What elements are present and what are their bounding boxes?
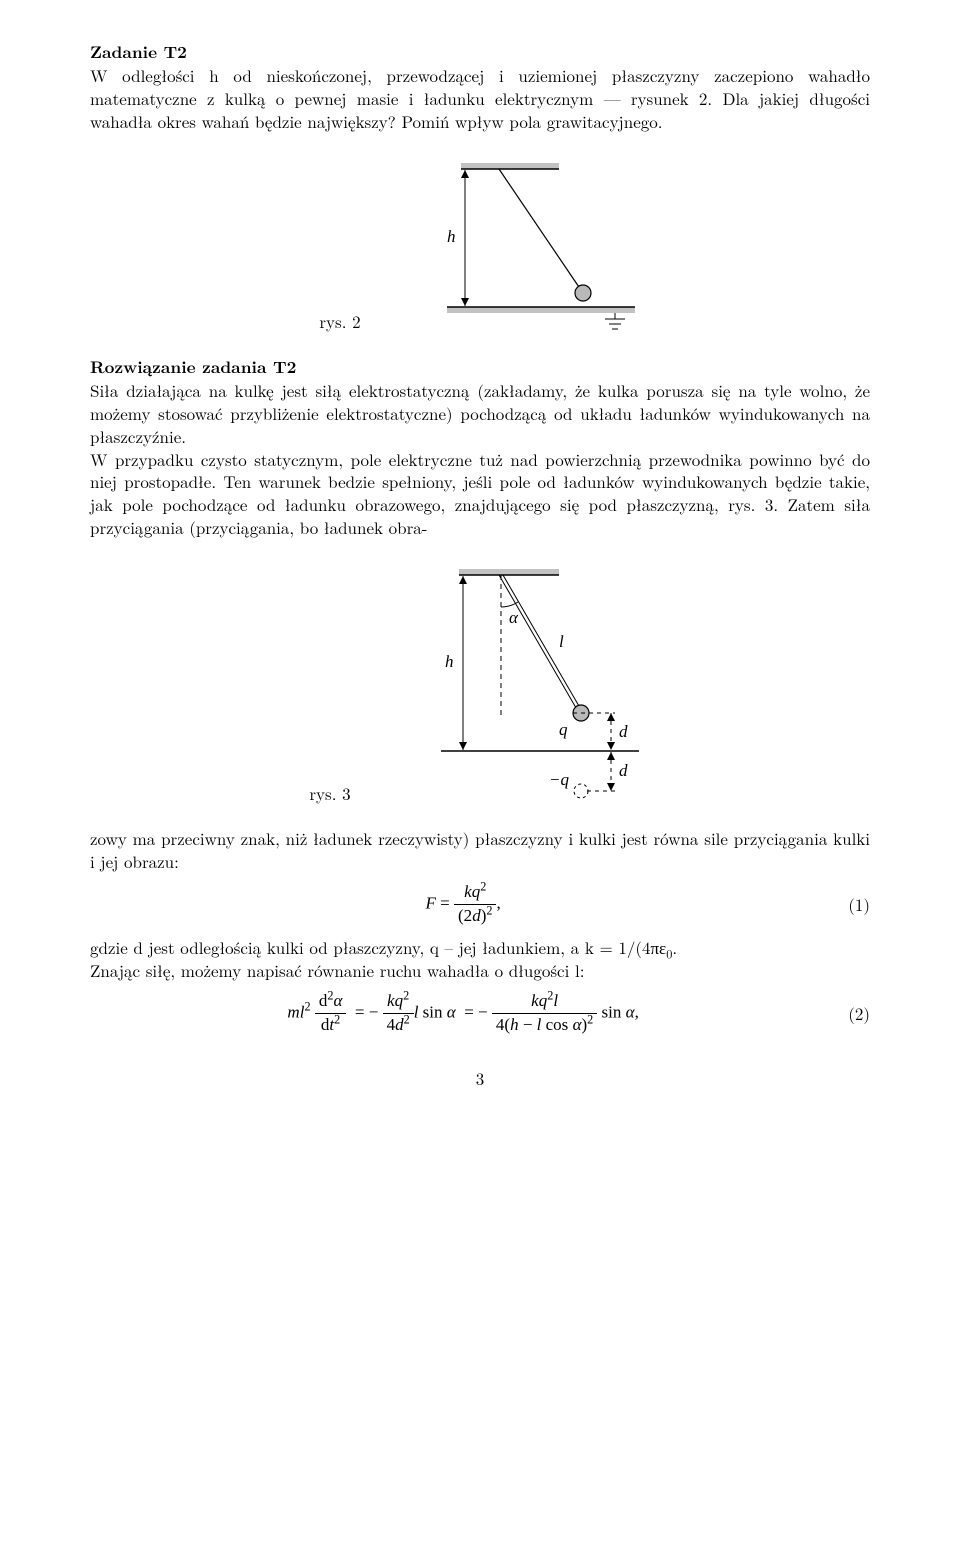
svg-text:h: h — [447, 227, 456, 246]
paragraph-3: W przypadku czysto statycznym, pole elek… — [90, 448, 870, 540]
solution-title: Rozwiązanie zadania T2 — [90, 355, 870, 379]
figure-3-svg: α l q h d −q d — [391, 563, 651, 809]
equation-2: ml2 d2α dt2 = − kq2 4d2 l sin α = − kq2l… — [90, 990, 870, 1037]
equation-2-number: (2) — [836, 1002, 870, 1025]
page-number: 3 — [90, 1067, 870, 1090]
equation-1-body: F = kq2 (2d)2 , — [90, 881, 836, 928]
p5-a: gdzie d jest odległością kulki od płaszc… — [90, 935, 666, 959]
svg-text:h: h — [445, 652, 454, 671]
svg-text:l: l — [559, 632, 564, 651]
p5-b: . — [672, 935, 677, 959]
equation-2-body: ml2 d2α dt2 = − kq2 4d2 l sin α = − kq2l… — [90, 990, 836, 1037]
svg-text:d: d — [619, 761, 628, 780]
figure-3-caption: rys. 3 — [309, 782, 350, 805]
equation-1: F = kq2 (2d)2 , (1) — [90, 881, 870, 928]
equation-1-number: (1) — [836, 893, 870, 916]
svg-text:−q: −q — [549, 770, 569, 789]
svg-text:α: α — [509, 608, 519, 627]
paragraph-2: Siła działająca na kulkę jest siłą elekt… — [90, 379, 870, 448]
paragraph-1: W odległości h od nieskończonej, przewod… — [90, 64, 870, 133]
svg-text:d: d — [619, 722, 628, 741]
figure-3: rys. 3 α l q h d −q d — [90, 563, 870, 809]
paragraph-5: gdzie d jest odległością kulki od płaszc… — [90, 936, 870, 959]
figure-2: rys. 2 h — [90, 157, 870, 337]
paragraph-4: zowy ma przeciwny znak, niż ładunek rzec… — [90, 827, 870, 873]
paragraph-6: Znając siłę, możemy napisać równanie ruc… — [90, 959, 870, 982]
figure-2-svg: h — [401, 157, 641, 337]
svg-text:q: q — [559, 720, 568, 739]
figure-2-caption: rys. 2 — [319, 310, 360, 333]
problem-title: Zadanie T2 — [90, 40, 870, 64]
